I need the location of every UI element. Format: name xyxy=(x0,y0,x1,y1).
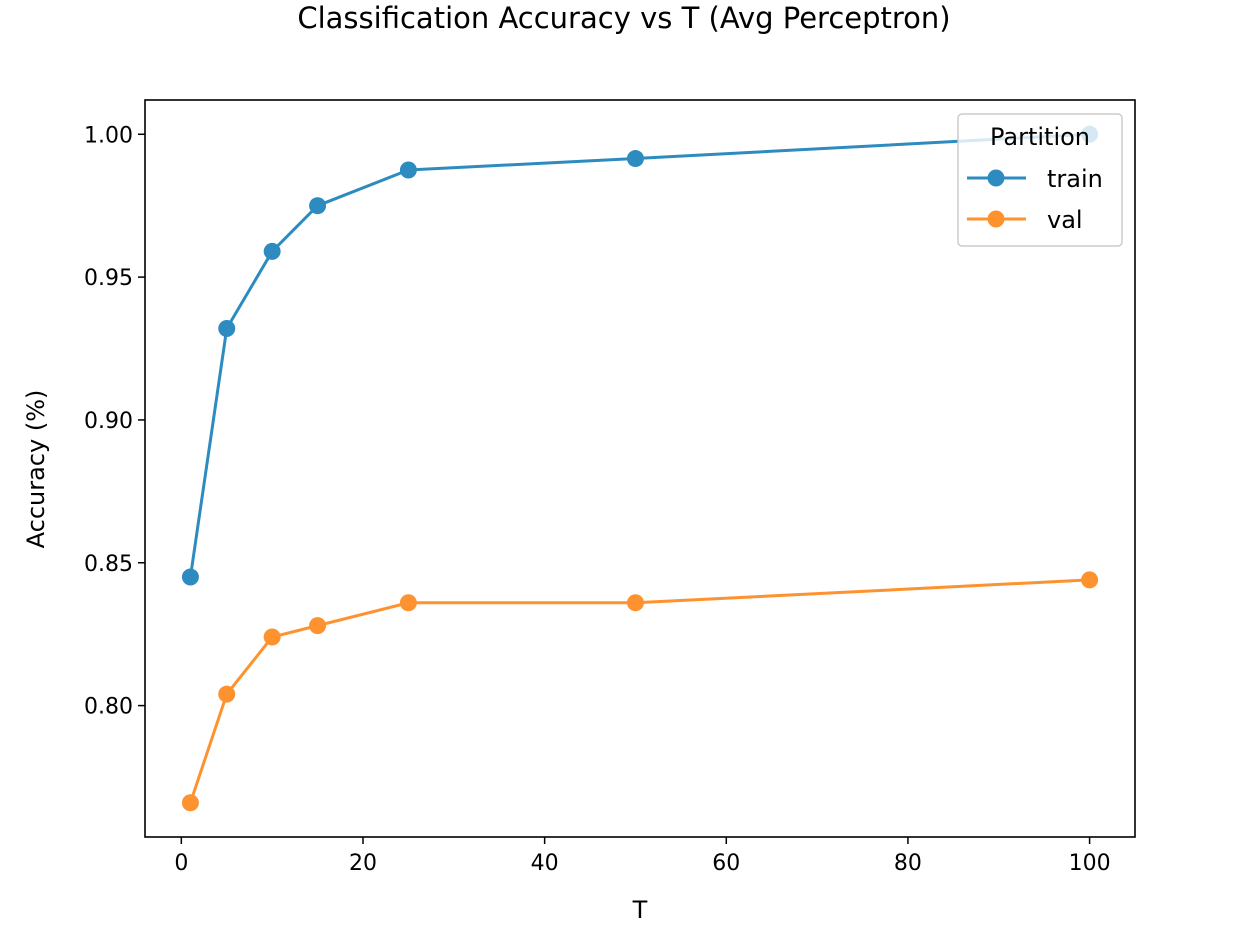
data-point-val xyxy=(399,594,417,612)
series-line-val xyxy=(188,578,1090,804)
data-point-train xyxy=(309,197,327,215)
data-point-val xyxy=(263,628,281,646)
legend: Partition train val xyxy=(957,113,1123,247)
legend-item-train: train xyxy=(967,165,1103,193)
series-line-train xyxy=(188,132,1090,578)
data-point-val xyxy=(1081,571,1099,589)
series-val xyxy=(181,571,1099,812)
chart-title: Classification Accuracy vs T (Avg Percep… xyxy=(297,1,950,35)
legend-title: Partition xyxy=(990,123,1090,151)
x-tick-label: 100 xyxy=(1069,851,1111,876)
y-tick-label: 1.00 xyxy=(84,123,133,148)
legend-marker-val xyxy=(987,210,1005,228)
x-tick-label: 60 xyxy=(712,851,740,876)
y-axis-label: Accuracy (%) xyxy=(22,390,50,549)
data-point-train xyxy=(626,150,644,168)
y-tick-label: 0.90 xyxy=(84,409,133,434)
x-tick-label: 80 xyxy=(894,851,922,876)
plot-frame xyxy=(144,99,1136,838)
data-point-train xyxy=(399,161,417,179)
data-point-val xyxy=(181,794,199,812)
x-tick-label: 0 xyxy=(174,851,188,876)
legend-marker-train xyxy=(987,169,1005,187)
axis-ticks: 0 20 40 60 80 100 0.80 0.85 0.90 0.95 1.00 xyxy=(84,123,1111,876)
data-point-train xyxy=(218,320,236,338)
y-tick-label: 0.85 xyxy=(84,552,133,577)
legend-label-train: train xyxy=(1047,165,1103,193)
y-tick-label: 0.95 xyxy=(84,266,133,291)
x-tick-label: 40 xyxy=(531,851,559,876)
data-point-train xyxy=(181,568,199,586)
data-point-val xyxy=(309,617,327,635)
legend-items: train val xyxy=(967,165,1103,234)
data-point-val xyxy=(626,594,644,612)
x-axis-label: T xyxy=(632,896,648,924)
data-point-val xyxy=(218,685,236,703)
y-tick-label: 0.80 xyxy=(84,695,133,720)
legend-item-val: val xyxy=(967,206,1083,234)
legend-label-val: val xyxy=(1047,206,1083,234)
x-tick-label: 20 xyxy=(349,851,377,876)
data-point-train xyxy=(263,242,281,260)
